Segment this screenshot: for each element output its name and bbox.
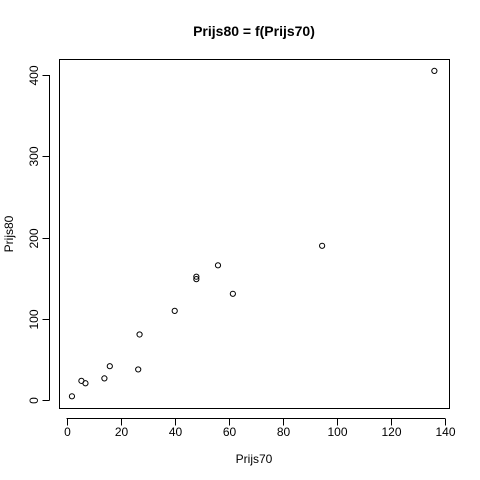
data-point	[431, 67, 438, 74]
x-tick-label: 40	[169, 425, 183, 439]
x-tick-label: 120	[381, 425, 401, 439]
y-axis: 0 100 200 300 400	[27, 65, 50, 404]
data-point	[171, 307, 178, 314]
data-point	[106, 363, 113, 370]
x-tick-label: 0	[64, 425, 71, 439]
data-point	[319, 242, 326, 249]
x-tick-label: 60	[223, 425, 237, 439]
x-tick-label: 140	[435, 425, 455, 439]
y-tick-label: 400	[27, 65, 41, 85]
y-tick-label: 200	[27, 228, 41, 248]
data-point	[229, 290, 236, 297]
x-axis: 0 20 40 60 80 100 120 140	[64, 418, 456, 439]
data-point	[82, 380, 89, 387]
y-tick-label: 0	[27, 397, 41, 404]
plot-frame	[59, 59, 450, 409]
data-point	[214, 262, 222, 269]
data-point	[101, 375, 108, 382]
data-point	[193, 273, 200, 280]
data-point	[135, 366, 142, 373]
data-point	[193, 276, 200, 283]
x-axis-label: Prijs70	[236, 452, 273, 466]
chart-title: Prijs80 = f(Prijs70)	[193, 23, 315, 39]
y-axis-label: Prijs80	[2, 215, 16, 252]
data-point	[68, 393, 76, 400]
data-points	[68, 67, 438, 400]
x-tick-label: 80	[277, 425, 291, 439]
y-tick-label: 300	[27, 146, 41, 166]
x-tick-label: 20	[115, 425, 129, 439]
x-tick-label: 100	[327, 425, 347, 439]
data-point	[136, 331, 143, 338]
y-tick-label: 100	[27, 309, 41, 329]
